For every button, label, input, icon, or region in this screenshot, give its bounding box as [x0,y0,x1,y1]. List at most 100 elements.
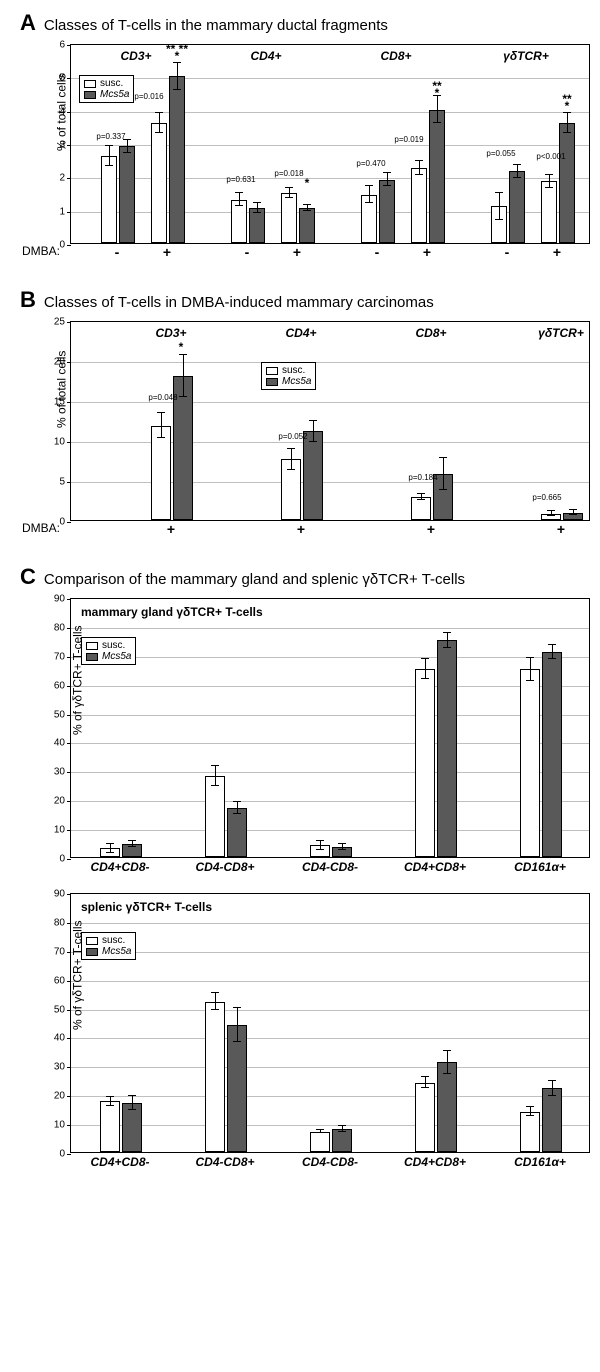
error-bar [552,1081,553,1095]
y-axis-label: % of total cells [55,74,69,151]
error-bar [127,140,128,153]
y-tick: 10 [54,1120,65,1131]
panel-c-title: Comparison of the mammary gland and sple… [44,571,465,588]
legend-label: Mcs5a [102,946,131,957]
bar-susc [205,776,225,857]
legend-swatch [84,91,96,99]
error-bar [443,458,444,490]
p-value: p<0.001 [536,152,565,161]
legend-label: susc. [100,78,123,89]
gridline [71,923,589,924]
chart-b: 0510152025% of total cellssusc.Mcs5aCD3+… [70,321,590,521]
bar-mcs5a [379,180,395,243]
legend-swatch [86,653,98,661]
bar-mcs5a [122,1103,142,1152]
significance-star: * [435,86,440,100]
y-tick: 90 [54,594,65,605]
error-bar [161,413,162,439]
category-label: CD4+CD8- [90,860,149,874]
category-label: CD161α+ [514,1155,566,1169]
gridline [71,482,589,483]
error-bar [369,186,370,203]
gridline [71,743,589,744]
group-label: γδTCR+ [503,49,549,63]
gridline [71,1125,589,1126]
y-tick: 60 [54,680,65,691]
bar-susc [520,1112,540,1152]
panel-b-title: Classes of T-cells in DMBA-induced mamma… [44,294,434,311]
gridline [71,1010,589,1011]
figure: A Classes of T-cells in the mammary duct… [0,0,600,1208]
error-bar [447,633,448,647]
legend-swatch [86,937,98,945]
bar-mcs5a [509,171,525,243]
p-value: p=0.019 [394,135,423,144]
dmba-label: DMBA: [22,521,60,535]
y-tick: 30 [54,1062,65,1073]
y-tick: 25 [54,317,65,328]
category-label: CD4-CD8- [302,860,358,874]
dmba-sign: - [375,244,380,260]
y-tick: 10 [54,825,65,836]
dmba-sign: - [245,244,250,260]
bar-mcs5a [299,208,315,243]
y-tick: 80 [54,917,65,928]
error-bar [313,421,314,442]
group-label: CD4+ [285,326,316,340]
legend-swatch [266,367,278,375]
error-bar [419,161,420,174]
gridline [71,78,589,79]
legend-swatch [266,378,278,386]
y-tick: 0 [59,1149,65,1160]
gridline [71,801,589,802]
panel-b: B Classes of T-cells in DMBA-induced mam… [20,287,580,539]
category-label: CD4-CD8- [302,1155,358,1169]
bar-mcs5a [227,808,247,857]
bar-susc [411,168,427,243]
p-value: p=0.184 [408,473,437,482]
panel-a-title: Classes of T-cells in the mammary ductal… [44,17,388,34]
subpanel-title: mammary gland γδTCR+ T-cells [81,605,263,619]
group-label: CD3+ [120,49,151,63]
y-tick: 20 [54,1091,65,1102]
legend-swatch [84,80,96,88]
p-value: p=0.055 [486,149,515,158]
error-bar [447,1051,448,1074]
gridline [71,952,589,953]
bar-mcs5a [542,1088,562,1152]
p-value: p=0.470 [356,159,385,168]
y-tick: 90 [54,889,65,900]
y-tick: 20 [54,796,65,807]
p-value: p=0.016 [134,92,163,101]
bar-mcs5a [303,431,323,520]
gridline [71,686,589,687]
dmba-sign: + [297,521,305,537]
panel-c-letter: C [20,564,36,590]
panel-a-letter: A [20,10,36,36]
panel-b-letter: B [20,287,36,313]
gridline [71,145,589,146]
bar-mcs5a [559,123,575,243]
p-value: p=0.052 [278,432,307,441]
legend-swatch [86,948,98,956]
legend-label: susc. [102,640,125,651]
dmba-sign: + [557,521,565,537]
error-bar [425,659,426,679]
bar-susc [415,1083,435,1152]
dmba-sign: + [423,244,431,260]
error-bar [517,165,518,178]
p-value: p=0.631 [226,175,255,184]
bar-mcs5a [332,1129,352,1152]
gridline [71,981,589,982]
gridline [71,1096,589,1097]
y-tick: 0 [59,240,65,251]
error-bar [215,993,216,1010]
error-bar [549,175,550,188]
significance-star: * [179,340,184,354]
y-tick: 2 [59,173,65,184]
error-bar [437,96,438,123]
y-tick: 1 [59,206,65,217]
chart-a: 0123456% of total cellssusc.Mcs5aCD3+p=0… [70,44,590,244]
legend-label: Mcs5a [282,376,311,387]
gridline [71,830,589,831]
